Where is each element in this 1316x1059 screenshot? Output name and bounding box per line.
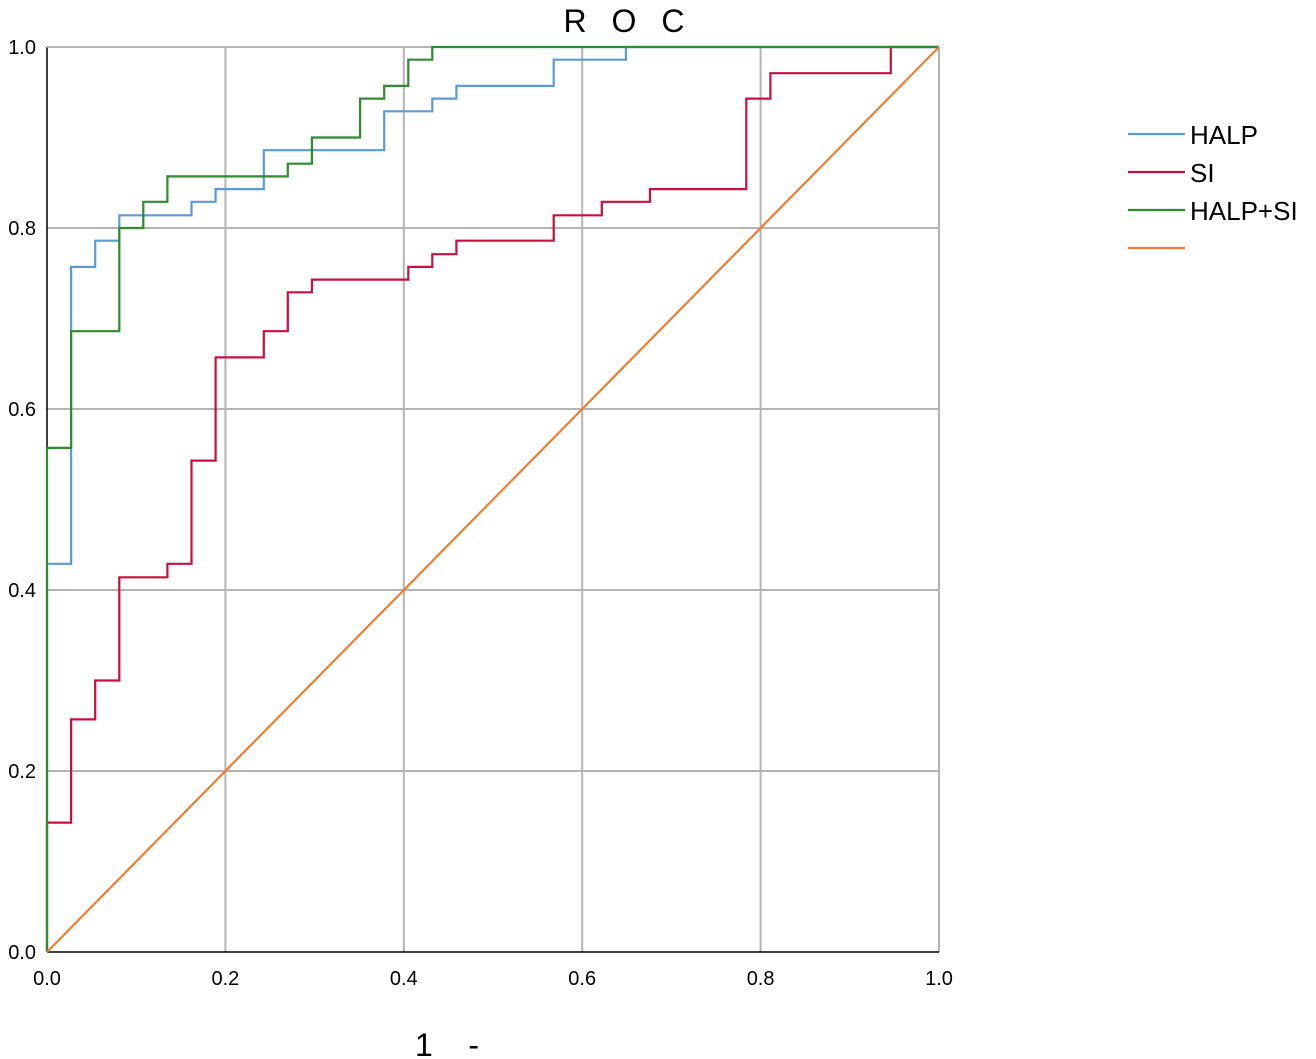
y-tick-label: 0.4 bbox=[8, 580, 36, 602]
series-line-reference bbox=[46, 46, 940, 953]
legend-label: HALP bbox=[1190, 120, 1258, 150]
y-tick-label: 1.0 bbox=[8, 37, 36, 59]
x-tick-label: 0.2 bbox=[211, 968, 239, 990]
y-tick-label: 0.6 bbox=[8, 399, 36, 421]
chart-title: R O C bbox=[564, 3, 693, 39]
y-tick-label: 0.8 bbox=[8, 218, 36, 240]
legend-label: SI bbox=[1190, 158, 1215, 188]
x-tick-label: 0.0 bbox=[33, 968, 61, 990]
series-line-halp-si bbox=[45, 45, 939, 952]
legend-label: HALP+SI bbox=[1190, 196, 1298, 226]
legend: HALP SI HALP+SI bbox=[1128, 120, 1298, 250]
series-line-si bbox=[45, 45, 939, 952]
y-tick-label: 0.0 bbox=[8, 942, 36, 964]
x-tick-label: 0.6 bbox=[568, 968, 596, 990]
y-tick-label: 0.2 bbox=[8, 761, 36, 783]
y-tick-labels: 0.0 0.2 0.4 0.6 0.8 1.0 bbox=[8, 37, 36, 964]
x-tick-label: 0.8 bbox=[747, 968, 775, 990]
series-lines bbox=[45, 45, 940, 953]
series-line-halp bbox=[45, 45, 939, 952]
x-axis-label: 1 - bbox=[415, 1027, 479, 1059]
x-tick-label: 1.0 bbox=[925, 968, 953, 990]
x-tick-labels: 0.0 0.2 0.4 0.6 0.8 1.0 bbox=[33, 968, 953, 990]
x-tick-label: 0.4 bbox=[390, 968, 418, 990]
